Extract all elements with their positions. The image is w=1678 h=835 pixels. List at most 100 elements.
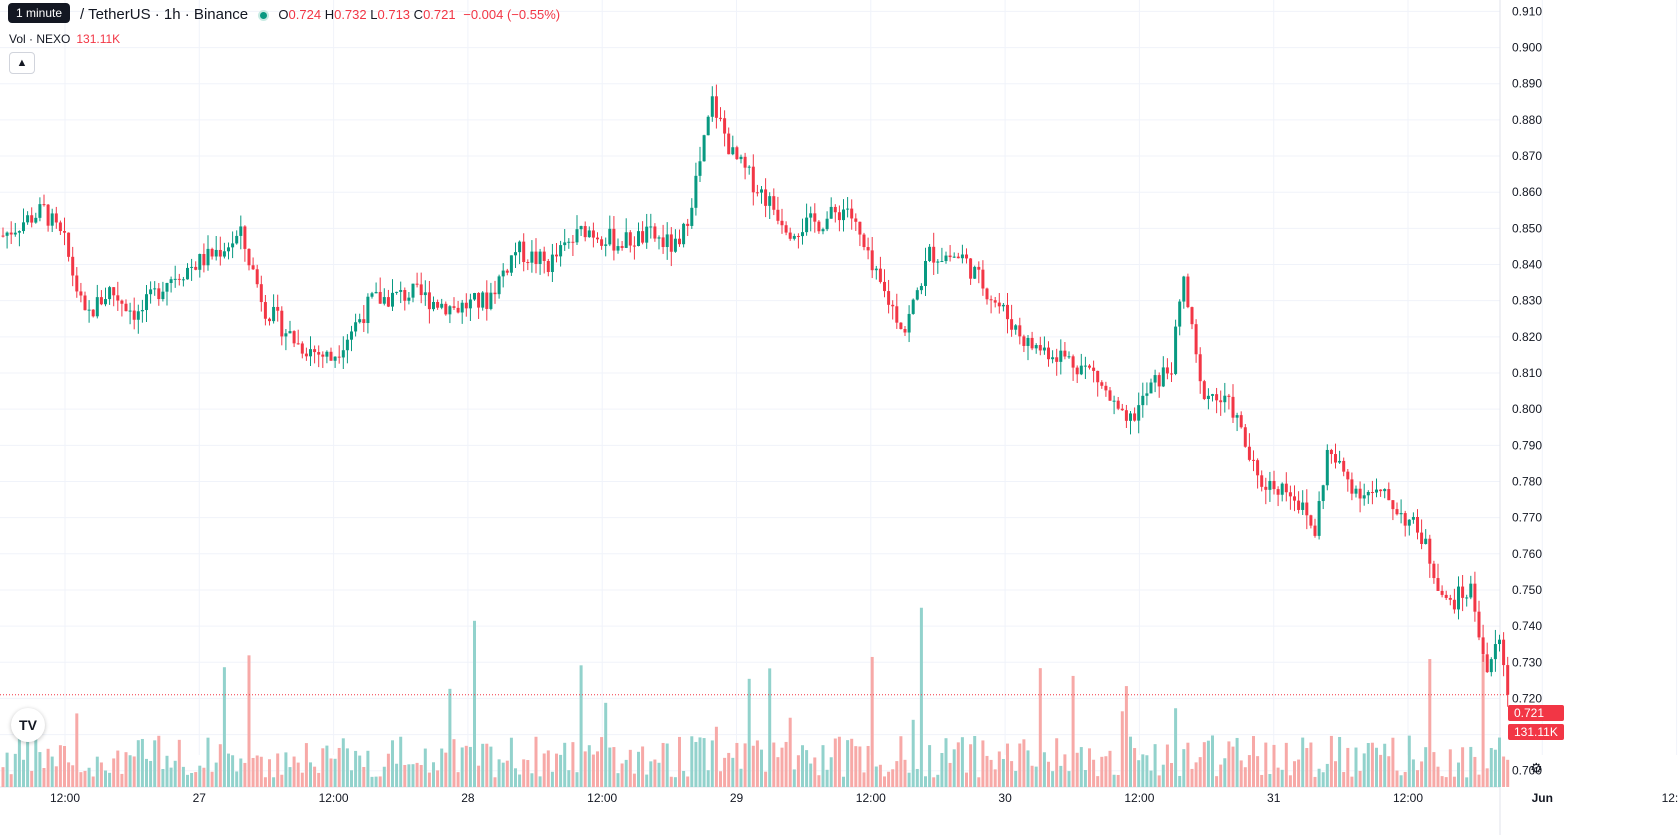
candle-body xyxy=(1407,519,1411,526)
volume-bar xyxy=(616,773,620,787)
candle-body xyxy=(723,118,727,134)
volume-bar xyxy=(1239,760,1243,787)
candle-body xyxy=(1305,502,1309,516)
volume-bar xyxy=(555,753,558,787)
candle-body xyxy=(1198,354,1202,382)
volume-bar xyxy=(157,735,161,787)
candle-body xyxy=(161,291,165,300)
candle-body xyxy=(395,291,399,293)
candle-body xyxy=(837,212,841,221)
candle-body xyxy=(600,239,604,246)
volume-bar xyxy=(698,737,702,787)
symbol-legend: / TetherUS · 1h · Binance O0.724 H0.732 … xyxy=(8,6,560,24)
volume-bar xyxy=(948,762,952,787)
candle-body xyxy=(1223,395,1227,403)
candle-body xyxy=(362,319,366,324)
volume-bar xyxy=(932,777,936,787)
candle-body xyxy=(846,208,850,210)
candle-body xyxy=(887,291,891,305)
volume-bar xyxy=(1436,766,1440,787)
volume-bar xyxy=(288,767,292,787)
candle-body xyxy=(1030,337,1034,349)
volume-bar xyxy=(1215,776,1219,787)
volume-bar xyxy=(46,748,50,787)
volume-bar xyxy=(1424,747,1428,787)
candle-body xyxy=(436,301,440,308)
volume-bar xyxy=(829,757,833,787)
candle-body xyxy=(337,356,341,358)
price-tick-label: 0.910 xyxy=(1512,4,1542,18)
volume-bar xyxy=(686,776,690,787)
candle-body xyxy=(858,221,862,235)
candle-body xyxy=(1387,489,1391,501)
volume-bar xyxy=(1030,765,1034,787)
candle-body xyxy=(1268,480,1272,490)
volume-bar xyxy=(17,736,21,787)
candle-body xyxy=(673,238,677,252)
candle-body xyxy=(136,311,140,320)
candle-body xyxy=(1477,611,1481,638)
candle-body xyxy=(657,237,661,239)
price-axis[interactable]: 0.7000.7100.7200.7300.7400.7500.7600.770… xyxy=(1512,4,1542,777)
candle-body xyxy=(583,226,587,238)
volume-bar xyxy=(1235,737,1239,787)
volume-bar xyxy=(497,759,501,787)
time-tick-label: 12:00 xyxy=(1393,791,1423,805)
candle-body xyxy=(1247,446,1251,460)
candle-body xyxy=(419,284,423,296)
volume-bar xyxy=(727,752,731,787)
price-tick-label: 0.770 xyxy=(1512,511,1542,525)
interval-tooltip: 1 minute xyxy=(8,3,71,23)
candle-body xyxy=(140,310,144,312)
tradingview-logo-icon[interactable]: TV xyxy=(11,708,45,742)
volume-bar xyxy=(874,766,878,787)
time-axis[interactable]: 12:00 27 12:00 28 12:00 29 12:00 30 12:00 31 12:00… xyxy=(50,791,1678,805)
volume-bar xyxy=(1440,776,1444,787)
time-tick-label: 29 xyxy=(730,791,744,805)
candle-body xyxy=(91,309,95,317)
candle-body xyxy=(1272,480,1276,490)
market-status-icon[interactable] xyxy=(257,10,269,21)
candle-body xyxy=(210,248,214,257)
candle-body xyxy=(604,244,608,246)
volume-bar xyxy=(952,749,956,787)
volume-bar xyxy=(54,766,58,787)
volume-bar xyxy=(755,740,759,787)
candle-body xyxy=(1481,637,1485,655)
candle-body xyxy=(1276,489,1280,495)
volume-bar xyxy=(75,713,79,787)
chevron-up-icon: ▲ xyxy=(16,57,28,69)
candle-body xyxy=(792,235,796,239)
gear-icon[interactable]: ⚙ xyxy=(1530,760,1543,776)
candle-body xyxy=(575,229,579,243)
volume-bar xyxy=(1198,757,1202,787)
volume-bar xyxy=(1342,772,1346,787)
volume-bar xyxy=(825,769,829,787)
candle-body xyxy=(63,231,66,233)
candle-body xyxy=(1120,408,1124,411)
volume-bar xyxy=(321,748,325,787)
volume-bar xyxy=(1383,743,1387,787)
candle-body xyxy=(1034,345,1038,349)
volume-bar xyxy=(1502,756,1506,787)
volume-bar xyxy=(140,738,144,787)
volume-bar xyxy=(403,764,407,787)
volume-bar xyxy=(1206,740,1210,787)
volume-bar xyxy=(1243,767,1247,787)
candle-body xyxy=(1001,304,1005,307)
candle-body xyxy=(805,217,809,233)
volume-bar xyxy=(239,758,243,787)
candle-body xyxy=(743,156,747,168)
volume-bar xyxy=(1038,668,1042,787)
candle-body xyxy=(977,266,981,270)
volume-bar xyxy=(1079,747,1083,787)
symbol-title[interactable]: / TetherUS · 1h · Binance xyxy=(80,6,249,23)
volume-label[interactable]: Vol · NEXO xyxy=(9,32,71,46)
volume-bar xyxy=(5,752,9,787)
candle-body xyxy=(981,269,985,289)
collapse-button[interactable]: ▲ xyxy=(9,52,35,74)
candle-body xyxy=(464,302,468,309)
candle-body xyxy=(50,213,54,226)
candle-body xyxy=(665,234,669,248)
